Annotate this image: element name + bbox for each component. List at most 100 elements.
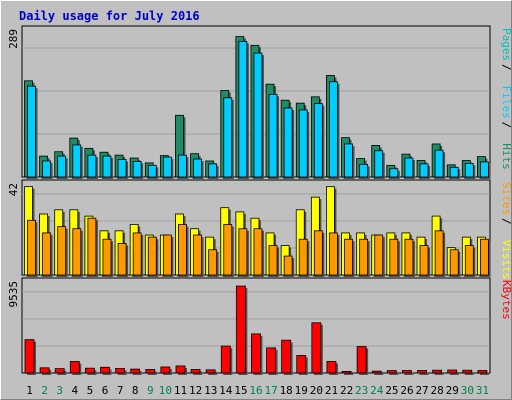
bar-files-day-8 xyxy=(132,161,142,178)
x-tick-day-1: 1 xyxy=(26,384,33,397)
x-tick-day-3: 3 xyxy=(56,384,63,397)
bar-kbytes-day-23 xyxy=(356,346,367,374)
bar-files-day-28 xyxy=(434,149,444,178)
bar-files-day-13 xyxy=(208,163,218,178)
bar-sites-day-8 xyxy=(132,232,142,276)
legend-kbytes: KBytes xyxy=(500,280,512,320)
bar-sites-day-16 xyxy=(253,228,263,276)
bar-kbytes-day-10 xyxy=(160,366,171,374)
bar-files-day-7 xyxy=(117,159,127,178)
bar-kbytes-day-22-shadow xyxy=(344,373,354,375)
x-tick-day-2: 2 xyxy=(41,384,48,397)
x-tick-day-21: 21 xyxy=(325,384,338,397)
bar-sites-day-11 xyxy=(178,224,187,276)
x-tick-day-11: 11 xyxy=(174,384,187,397)
x-tick-day-9: 9 xyxy=(147,384,154,397)
bar-sites-day-19 xyxy=(298,238,308,276)
bar-kbytes-day-24 xyxy=(371,370,382,374)
bar-sites-day-5 xyxy=(87,217,97,276)
bar-kbytes-day-30 xyxy=(462,369,473,374)
bar-files-day-11 xyxy=(178,154,187,178)
bar-sites-day-15 xyxy=(238,228,248,276)
bar-files-day-18 xyxy=(283,107,293,178)
bar-kbytes-day-26-shadow xyxy=(404,372,414,375)
x-tick-day-4: 4 xyxy=(72,384,79,397)
bar-kbytes-day-28 xyxy=(432,369,443,374)
legend-visits: Visits xyxy=(500,240,512,280)
bar-sites-day-13 xyxy=(208,249,218,276)
bar-kbytes-day-6 xyxy=(100,366,110,374)
bar-kbytes-day-27 xyxy=(417,370,427,374)
bar-files-day-14 xyxy=(223,97,233,178)
bar-files-day-16 xyxy=(253,52,263,178)
bar-sites-day-14 xyxy=(223,224,233,276)
x-tick-day-14: 14 xyxy=(219,384,233,397)
legend-separator-top: / xyxy=(500,64,512,71)
x-tick-day-25: 25 xyxy=(385,384,398,397)
x-tick-day-5: 5 xyxy=(87,384,94,397)
x-tick-day-8: 8 xyxy=(132,384,139,397)
x-tick-day-12: 12 xyxy=(189,384,202,397)
x-tick-day-22: 22 xyxy=(340,384,353,397)
bar-files-day-15 xyxy=(238,41,248,178)
legend-pages: Pages xyxy=(500,28,512,61)
bar-sites-day-24 xyxy=(374,234,384,276)
bar-kbytes-day-14 xyxy=(220,345,231,374)
bar-kbytes-day-29-shadow xyxy=(449,372,459,375)
bar-files-day-24 xyxy=(374,150,384,178)
bar-kbytes-day-11 xyxy=(175,365,186,374)
bar-kbytes-day-7 xyxy=(115,367,125,374)
bar-files-day-2 xyxy=(42,160,51,178)
bar-kbytes-day-25-shadow xyxy=(389,372,399,375)
x-tick-day-16: 16 xyxy=(249,384,262,397)
bar-kbytes-day-26 xyxy=(402,370,412,374)
x-tick-day-17: 17 xyxy=(264,384,277,397)
bar-files-day-30 xyxy=(464,162,474,178)
bar-files-day-10 xyxy=(162,156,172,178)
bar-kbytes-day-20 xyxy=(311,322,322,374)
x-tick-day-27: 27 xyxy=(415,384,428,397)
bar-files-day-26 xyxy=(404,157,414,178)
bar-files-day-27 xyxy=(419,163,429,178)
bar-kbytes-day-31 xyxy=(477,370,488,374)
legend-separator-top: / xyxy=(500,122,512,129)
y-max-label-mid: 42 xyxy=(7,183,20,196)
bar-kbytes-day-27-shadow xyxy=(419,372,429,375)
bar-kbytes-day-17 xyxy=(266,347,276,374)
bar-sites-day-29 xyxy=(449,249,459,276)
bar-files-day-21 xyxy=(329,81,338,178)
bar-files-day-9 xyxy=(147,164,157,178)
bar-files-day-1 xyxy=(27,85,36,178)
bar-sites-day-2 xyxy=(42,232,51,276)
bar-sites-day-31 xyxy=(480,238,489,276)
bar-kbytes-day-18 xyxy=(281,339,292,374)
bar-files-day-20 xyxy=(313,103,323,178)
bar-kbytes-day-3 xyxy=(54,368,65,374)
bar-files-day-6 xyxy=(102,155,112,178)
bar-files-day-25 xyxy=(389,168,399,178)
y-max-label-bot: 9535 xyxy=(7,281,20,308)
x-tick-day-31: 31 xyxy=(476,384,489,397)
bar-kbytes-day-15 xyxy=(235,285,246,374)
bar-kbytes-day-4 xyxy=(69,361,80,374)
x-tick-day-19: 19 xyxy=(295,384,308,397)
x-tick-day-13: 13 xyxy=(204,384,217,397)
bar-sites-day-17 xyxy=(268,245,278,276)
bar-kbytes-day-13 xyxy=(205,369,216,374)
x-tick-day-28: 28 xyxy=(431,384,444,397)
bar-sites-day-1 xyxy=(27,219,36,276)
x-tick-day-15: 15 xyxy=(234,384,247,397)
bar-files-day-3 xyxy=(57,155,67,178)
bar-files-day-31 xyxy=(480,161,489,178)
legend-sites: Sites xyxy=(500,182,512,215)
bar-kbytes-day-24-shadow xyxy=(374,373,384,375)
bar-sites-day-23 xyxy=(359,238,369,276)
bar-sites-day-6 xyxy=(102,238,112,276)
bar-sites-day-7 xyxy=(117,243,127,276)
bar-kbytes-day-13-shadow xyxy=(208,371,218,375)
x-tick-day-6: 6 xyxy=(102,384,109,397)
bar-files-day-4 xyxy=(72,144,82,178)
bar-sites-day-9 xyxy=(147,236,157,276)
bar-kbytes-day-25 xyxy=(386,370,397,374)
